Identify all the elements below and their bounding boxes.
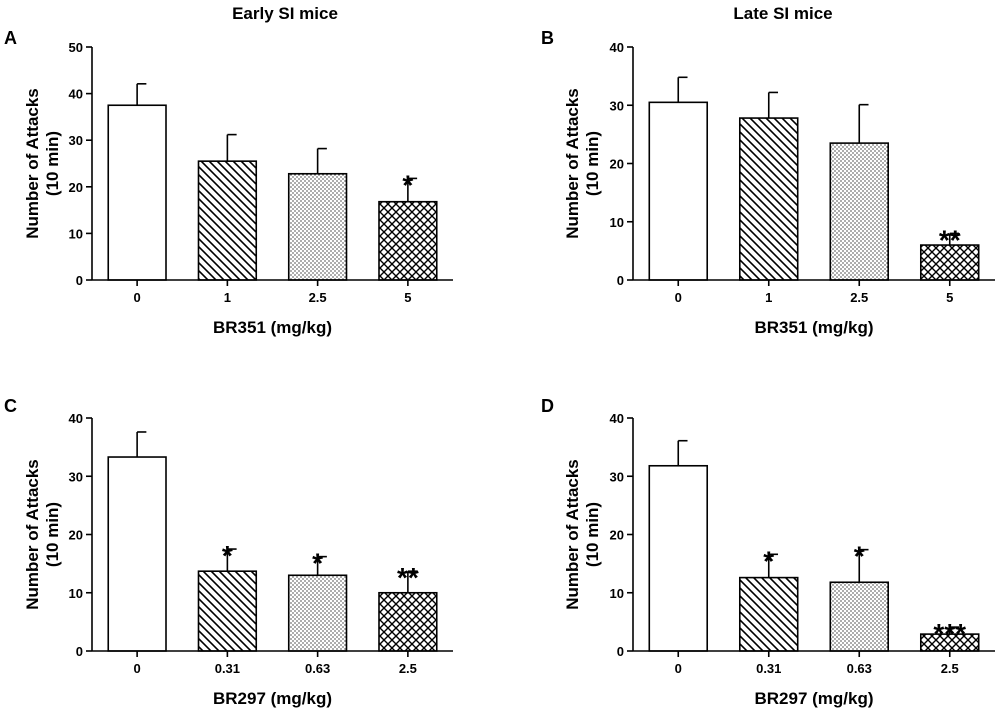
bar	[378, 200, 438, 281]
y-tick-label: 10	[610, 215, 624, 230]
y-tick-label: 0	[76, 273, 83, 288]
column-title-late: Late SI mice	[733, 4, 832, 23]
bar	[107, 456, 167, 652]
significance-marker: *	[222, 540, 233, 571]
significance-marker: *	[763, 545, 774, 576]
x-tick-label: 0.31	[215, 661, 240, 676]
x-axis-label: BR297 (mg/kg)	[213, 689, 332, 708]
y-axis-label: Number of Attacks(10 min)	[23, 88, 62, 239]
bar	[197, 160, 258, 281]
y-tick-label: 40	[69, 411, 83, 426]
x-tick-label: 5	[946, 290, 953, 305]
x-tick-label: 0	[134, 661, 141, 676]
x-tick-label: 2.5	[399, 661, 417, 676]
y-tick-label: 20	[610, 157, 624, 172]
significance-marker: **	[939, 224, 961, 255]
y-tick-label: 30	[69, 133, 83, 148]
y-tick-label: 0	[617, 644, 624, 659]
y-axis-label-line2: (10 min)	[583, 502, 602, 567]
x-tick-label: 0.63	[847, 661, 872, 676]
x-tick-label: 1	[224, 290, 231, 305]
y-axis-label: Number of Attacks(10 min)	[563, 459, 602, 610]
x-tick-label: 2.5	[850, 290, 868, 305]
x-tick-label: 0.31	[756, 661, 781, 676]
x-tick-label: 2.5	[941, 661, 959, 676]
y-tick-label: 10	[610, 586, 624, 601]
panel-b: B Number of Attacks(10 min) ** 0 10 20 30 40 0 1 2…	[541, 28, 995, 337]
y-tick-label: 50	[69, 40, 83, 55]
significance-marker: *	[402, 169, 413, 200]
x-tick-label: 0	[134, 290, 141, 305]
y-tick-label: 0	[617, 273, 624, 288]
y-tick-label: 40	[610, 411, 624, 426]
panel-letter: C	[4, 396, 17, 416]
y-axis-label: Number of Attacks(10 min)	[23, 459, 62, 610]
y-tick-label: 20	[69, 528, 83, 543]
significance-marker: **	[397, 562, 419, 593]
y-axis-label-line1: Number of Attacks	[563, 459, 582, 610]
significance-marker: *	[854, 541, 865, 572]
panel-letter: A	[4, 28, 17, 48]
y-axis-label-line2: (10 min)	[43, 131, 62, 196]
x-axis-label: BR297 (mg/kg)	[754, 689, 873, 708]
significance-marker: ***	[933, 618, 966, 649]
x-tick-label: 0	[675, 661, 682, 676]
bar	[107, 104, 167, 281]
y-axis-label-line1: Number of Attacks	[23, 459, 42, 610]
x-axis-label: BR351 (mg/kg)	[213, 318, 332, 337]
bar	[648, 464, 709, 652]
y-axis-label-line1: Number of Attacks	[23, 88, 42, 239]
panel-letter: D	[541, 396, 554, 416]
x-tick-label: 0	[675, 290, 682, 305]
bar	[648, 101, 709, 281]
x-tick-label: 1	[765, 290, 772, 305]
y-tick-label: 40	[69, 87, 83, 102]
bar	[738, 117, 799, 281]
y-axis-label-line2: (10 min)	[43, 502, 62, 567]
bar	[829, 142, 890, 281]
x-tick-label: 5	[404, 290, 411, 305]
y-tick-label: 30	[610, 98, 624, 113]
bar	[287, 172, 348, 281]
bar	[287, 574, 348, 652]
bar	[738, 576, 799, 652]
y-tick-label: 30	[610, 469, 624, 484]
bar	[197, 570, 258, 652]
x-tick-label: 2.5	[309, 290, 327, 305]
y-axis-label-line2: (10 min)	[583, 131, 602, 196]
significance-marker: *	[312, 548, 323, 579]
y-tick-label: 10	[69, 586, 83, 601]
panel-a: A Number of Attacks(10 min) * 0 10 20 30 40 50 0 1…	[4, 28, 453, 337]
y-tick-label: 20	[610, 528, 624, 543]
y-tick-label: 0	[76, 644, 83, 659]
y-axis-label: Number of Attacks(10 min)	[563, 88, 602, 239]
bar	[829, 581, 890, 652]
x-tick-label: 0.63	[305, 661, 330, 676]
y-tick-label: 10	[69, 226, 83, 241]
column-title-early: Early SI mice	[232, 4, 338, 23]
bar	[378, 591, 438, 652]
y-axis-label-line1: Number of Attacks	[563, 88, 582, 239]
y-tick-label: 30	[69, 469, 83, 484]
x-axis-label: BR351 (mg/kg)	[754, 318, 873, 337]
y-tick-label: 20	[69, 180, 83, 195]
panel-letter: B	[541, 28, 554, 48]
y-tick-label: 40	[610, 40, 624, 55]
